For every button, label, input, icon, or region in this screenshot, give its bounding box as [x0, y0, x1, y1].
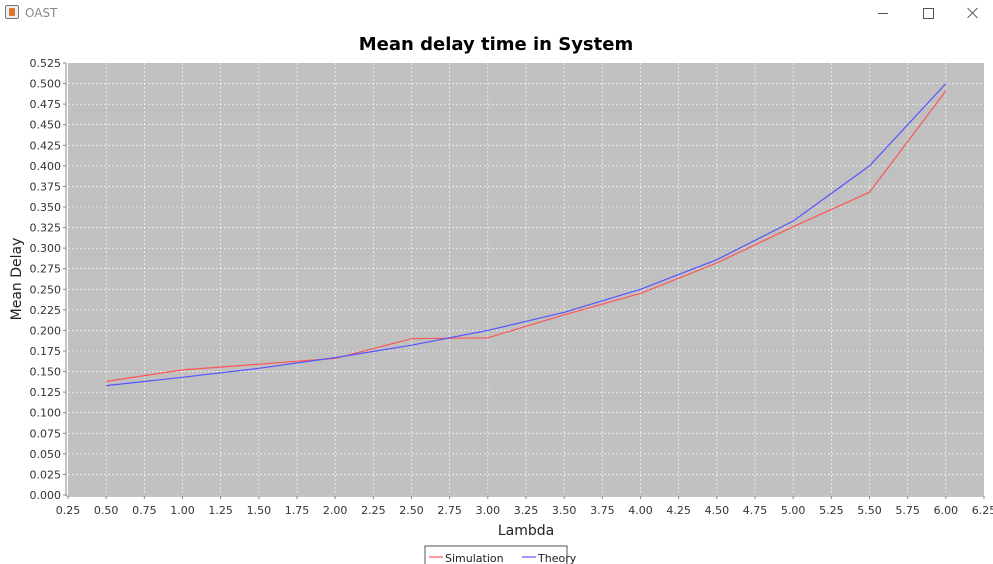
y-tick-label: 0.425	[30, 139, 62, 152]
y-tick-label: 0.025	[30, 468, 62, 481]
y-tick-label: 0.175	[30, 345, 62, 358]
java-app-icon	[5, 5, 19, 19]
x-tick-label: 1.00	[170, 504, 195, 517]
y-tick-label: 0.000	[30, 489, 62, 502]
y-tick-label: 0.275	[30, 263, 62, 276]
y-tick-label: 0.300	[30, 242, 62, 255]
x-tick-label: 3.75	[590, 504, 615, 517]
x-tick-label: 5.25	[819, 504, 844, 517]
x-tick-label: 4.25	[666, 504, 691, 517]
legend-box	[424, 545, 568, 564]
x-tick-label: 1.50	[247, 504, 272, 517]
y-tick-label: 0.050	[30, 448, 62, 461]
series-line-theory	[106, 83, 947, 387]
y-tick-label: 0.100	[30, 407, 62, 420]
x-tick-label: 2.25	[361, 504, 386, 517]
y-tick-label: 0.325	[30, 222, 62, 235]
x-axis-label: Lambda	[498, 523, 554, 539]
x-tick-label: 5.50	[857, 504, 882, 517]
x-tick-label: 0.75	[132, 504, 157, 517]
close-icon	[967, 7, 979, 19]
y-tick-label: 0.500	[30, 78, 62, 91]
y-tick-label: 0.525	[30, 57, 62, 70]
y-axis-label: Mean Delay	[9, 238, 25, 321]
x-tick-label: 4.50	[705, 504, 730, 517]
x-tick-label: 4.75	[743, 504, 768, 517]
maximize-button[interactable]	[905, 0, 951, 26]
y-tick-label: 0.200	[30, 324, 62, 337]
x-tick-label: 0.25	[56, 504, 81, 517]
minimize-icon	[878, 12, 888, 14]
y-tick-label: 0.225	[30, 304, 62, 317]
chart-title: Mean delay time in System	[359, 34, 633, 55]
chart-panel: Mean delay time in System 0.25 0.50 0.75 1.…	[9, 34, 993, 564]
x-tick-label: 2.00	[323, 504, 348, 517]
y-tick-label: 0.150	[30, 366, 62, 379]
window-titlebar: OAST	[0, 0, 993, 26]
x-tick-label: 1.75	[285, 504, 310, 517]
series-line-simulation	[106, 90, 947, 382]
x-tick-label: 3.25	[514, 504, 539, 517]
minimize-button[interactable]	[860, 0, 906, 26]
y-tick-label: 0.250	[30, 283, 62, 296]
x-tick-label: 5.75	[895, 504, 920, 517]
x-tick-label: 5.00	[781, 504, 806, 517]
x-tick-label: 6.00	[934, 504, 959, 517]
y-tick-label: 0.125	[30, 386, 62, 399]
legend-label-simulation: Simulation	[445, 552, 504, 564]
legend: Simulation Theory	[424, 545, 577, 564]
close-button[interactable]	[950, 0, 993, 26]
y-tick-label: 0.375	[30, 180, 62, 193]
x-tick-label: 1.25	[208, 504, 233, 517]
x-tick-label: 2.50	[399, 504, 424, 517]
x-tick-label: 6.25	[972, 504, 993, 517]
axes	[63, 62, 985, 499]
y-tick-label: 0.450	[30, 119, 62, 132]
x-tick-label: 4.00	[628, 504, 653, 517]
x-tick-label: 2.75	[437, 504, 462, 517]
x-tick-label: 3.50	[552, 504, 577, 517]
window-title: OAST	[25, 6, 58, 20]
x-tick-label: 3.00	[476, 504, 501, 517]
y-tick-label: 0.350	[30, 201, 62, 214]
legend-label-theory: Theory	[537, 552, 577, 564]
tick-labels: 0.25 0.50 0.75 1.00 1.25 1.50 1.75 2.00 2.25 2.50…	[30, 57, 993, 517]
y-tick-label: 0.075	[30, 427, 62, 440]
y-tick-label: 0.400	[30, 160, 62, 173]
y-tick-label: 0.475	[30, 98, 62, 111]
grid-lines	[68, 63, 984, 495]
x-tick-label: 0.50	[94, 504, 119, 517]
maximize-icon	[922, 7, 934, 19]
series-lines	[106, 83, 947, 387]
